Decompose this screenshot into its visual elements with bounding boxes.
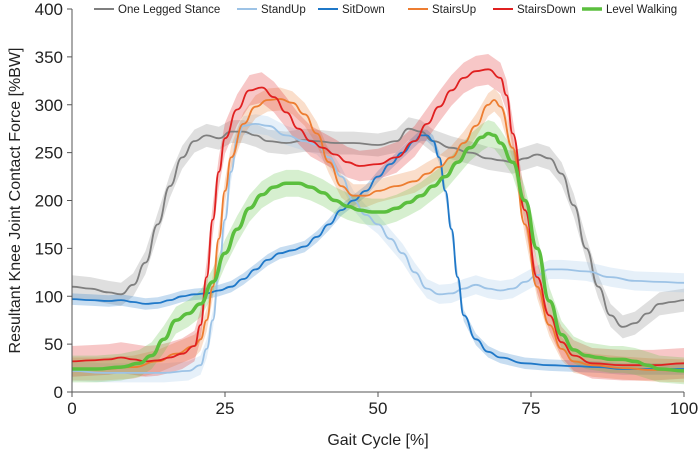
- legend-label-stairsdown: StairsDown: [517, 4, 576, 16]
- legend: One Legged Stance StandUp SitDown StairsUp S…: [94, 4, 677, 16]
- x-axis-title: Gait Cycle [%]: [327, 432, 428, 449]
- legend-label-stairsup: StairsUp: [432, 4, 476, 16]
- line-one-legged-stance: [71, 127, 685, 328]
- x-tick-label: 25: [216, 399, 235, 418]
- legend-label-one-legged-stance: One Legged Stance: [118, 4, 220, 16]
- legend-label-standup: StandUp: [261, 4, 306, 16]
- x-tick-label: 0: [67, 399, 76, 418]
- x-tick-label: 75: [522, 399, 541, 418]
- band-sitdown: [72, 129, 684, 375]
- line-stairsdown: [71, 68, 685, 367]
- y-tick-label: 50: [44, 335, 63, 354]
- x-tick-label: 50: [369, 399, 388, 418]
- y-tick-label: 200: [35, 192, 63, 211]
- y-tick-label: 350: [35, 48, 63, 67]
- y-tick-label: 300: [35, 96, 63, 115]
- line-stairsup: [72, 98, 685, 372]
- y-tick-label: 400: [35, 0, 63, 19]
- y-tick-label: 150: [35, 239, 63, 258]
- legend-label-sitdown: SitDown: [342, 4, 385, 16]
- legend-label-level-walking: Level Walking: [606, 4, 677, 16]
- y-tick-label: 0: [54, 383, 63, 402]
- line-standup: [71, 123, 685, 374]
- series-bands: [72, 54, 684, 385]
- band-one-legged-stance: [72, 117, 684, 339]
- y-tick-label: 250: [35, 144, 63, 163]
- y-axis-title: Resultant Knee Joint Contact Force [%BW]: [7, 48, 24, 354]
- axis-titles: Gait Cycle [%] Resultant Knee Joint Cont…: [7, 48, 429, 449]
- line-level-walking: [72, 131, 685, 373]
- x-tick-label: 100: [670, 399, 698, 418]
- y-tick-label: 100: [35, 287, 63, 306]
- axes: 0 50 100 150 200 250 300 350 400 0 25 50 75 100: [35, 0, 699, 418]
- series-lines: [71, 68, 685, 374]
